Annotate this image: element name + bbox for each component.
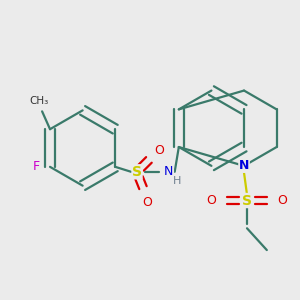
Text: F: F — [33, 160, 40, 173]
Text: CH₃: CH₃ — [29, 97, 49, 106]
Text: O: O — [142, 196, 152, 209]
Text: O: O — [206, 194, 216, 207]
Text: H: H — [172, 176, 181, 186]
Text: N: N — [164, 165, 173, 178]
Text: N: N — [239, 159, 249, 172]
Text: O: O — [278, 194, 288, 207]
Text: S: S — [132, 165, 142, 179]
Text: O: O — [154, 143, 164, 157]
Text: S: S — [242, 194, 252, 208]
